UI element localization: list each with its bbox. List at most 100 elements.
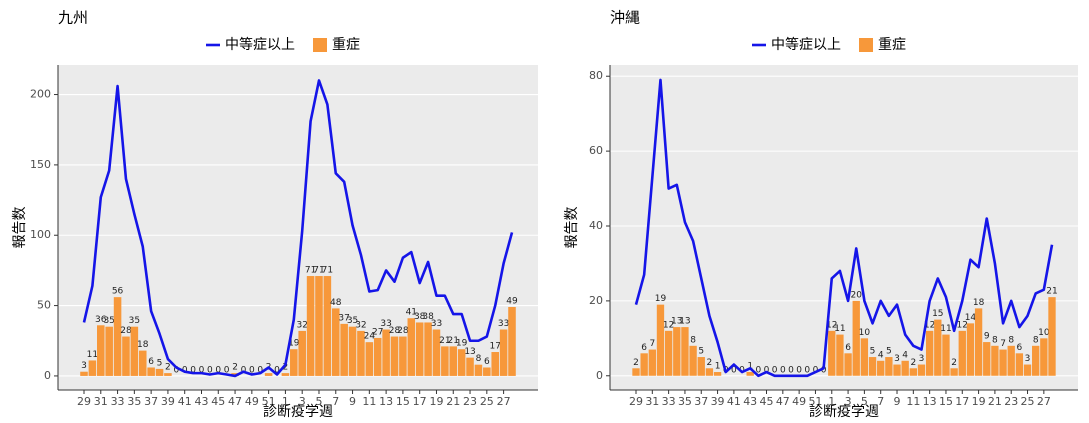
bar-value-label: 41 [406,308,417,318]
bar [499,329,508,376]
x-tick-label: 29 [629,395,643,408]
x-tick-label: 1 [828,395,835,408]
bar [893,364,901,376]
x-tick-label: 47 [776,395,790,408]
x-tick-label: 5 [861,395,868,408]
bar-value-label: 35 [103,316,114,326]
bar [958,330,966,376]
bar-value-label: 36 [95,315,107,325]
x-tick-label: 17 [413,395,427,408]
bar-value-label: 24 [364,332,376,342]
x-tick-label: 33 [111,395,125,408]
x-tick-label: 1 [282,395,289,408]
bar [844,353,852,376]
x-tick-label: 43 [194,395,208,408]
bar-value-label: 13 [464,347,475,357]
bar-value-label: 13 [671,317,682,327]
bar [974,308,983,376]
bar-value-label: 1 [747,362,753,372]
bar [88,360,97,376]
line [634,78,1054,378]
x-tick-label: 13 [923,395,937,408]
bar [917,364,926,376]
bar [1032,345,1040,376]
bar-value-label: 7 [649,339,655,349]
x-tick-label: 39 [711,395,725,408]
bar-value-label: 5 [157,358,163,368]
bar-value-label: 28 [389,326,401,336]
y-tick-label: 0 [596,369,603,382]
bar-value-label: 6 [484,357,490,367]
bar [909,368,918,376]
x-tick-label: 9 [349,395,356,408]
bar-value-label: 11 [940,324,951,334]
bar-value-label: 0 [804,365,810,375]
bar [885,357,893,376]
bar-value-label: 28 [120,326,132,336]
bar [323,276,332,376]
bar-value-label: 0 [224,365,230,375]
bar [632,368,640,376]
y-tick-label: 60 [589,144,603,157]
x-tick-label: 27 [497,395,511,408]
bar-value-label: 0 [249,365,255,375]
bar-value-label: 12 [957,320,968,330]
legend-label: 中等症以上 [225,36,295,53]
x-tick-label: 13 [379,395,393,408]
bar [689,345,697,376]
bar-value-label: 8 [690,335,696,345]
bar-value-label: 12 [663,320,674,330]
x-tick-label: 45 [211,395,225,408]
x-tick-label: 37 [694,395,708,408]
legend-label: 重症 [332,37,360,53]
bar [640,353,648,376]
x-tick-label: 7 [332,395,339,408]
bar-value-label: 0 [190,365,196,375]
x-tick-label: 41 [178,395,192,408]
bar-value-label: 27 [372,327,383,337]
bar-value-label: 18 [973,298,985,308]
bar [942,334,950,376]
bar-value-label: 8 [1008,335,1014,345]
bar-value-label: 21 [448,336,459,346]
y-tick-label: 0 [44,369,51,382]
bar-value-label: 5 [870,347,876,357]
bar-value-label: 35 [347,316,358,326]
x-tick-label: 25 [480,395,494,408]
bar [466,357,474,376]
bar [491,352,499,376]
bar [407,318,416,376]
bar-value-label: 11 [834,324,845,334]
bar [836,334,844,376]
bar-value-label: 32 [355,320,366,330]
bar [950,368,958,376]
bar-value-label: 37 [338,313,349,323]
x-tick-label: 3 [845,395,852,408]
bar-value-label: 6 [641,343,647,353]
bar [97,325,105,376]
y-tick-label: 150 [30,158,51,171]
bar-value-label: 0 [821,365,827,375]
bar-value-label: 14 [965,313,977,323]
x-tick-label: 39 [161,395,175,408]
bar-value-label: 0 [215,365,221,375]
x-tick-label: 49 [792,395,806,408]
bar-value-label: 19 [288,339,300,349]
bar [449,346,458,376]
bar [483,367,491,376]
bar-value-label: 2 [707,358,713,368]
bar-value-label: 3 [1025,354,1031,364]
bar-value-label: 71 [305,266,316,276]
bar [155,368,164,376]
bar [331,308,340,376]
bar [705,368,714,376]
bar-value-label: 17 [489,342,500,352]
y-tick-label: 40 [589,219,603,232]
bar [306,276,315,376]
bar-value-label: 4 [902,350,908,360]
bar [390,336,399,376]
bar [648,349,656,376]
bar-value-label: 0 [780,365,786,375]
bar [130,326,139,376]
